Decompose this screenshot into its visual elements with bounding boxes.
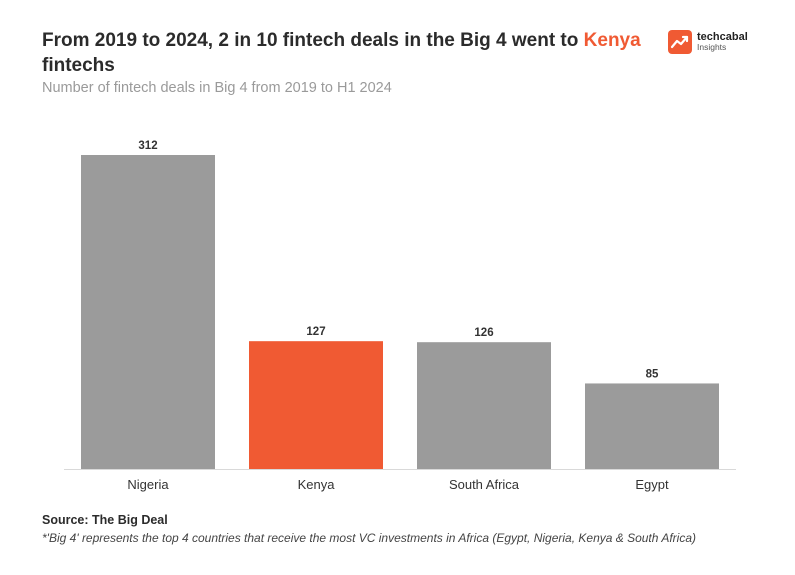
data-label-nigeria: 312 [138, 140, 157, 152]
bar-egypt [585, 383, 719, 469]
techcabal-logo: techcabal Insights [668, 30, 748, 54]
x-tick-egypt: Egypt [635, 477, 669, 492]
source-text: Source: The Big Deal [42, 513, 168, 527]
data-label-south-africa: 126 [474, 327, 493, 339]
data-label-egypt: 85 [646, 368, 659, 380]
logo-sub: Insights [697, 42, 727, 52]
chart-subtitle: Number of fintech deals in Big 4 from 20… [42, 80, 392, 96]
chart-title: From 2019 to 2024, 2 in 10 fintech deals… [42, 28, 662, 78]
x-tick-kenya: Kenya [298, 477, 336, 492]
x-tick-nigeria: Nigeria [127, 477, 169, 492]
title-suffix: fintechs [42, 55, 115, 76]
title-highlight: Kenya [583, 30, 641, 51]
title-prefix: From 2019 to 2024, 2 in 10 fintech deals… [42, 30, 584, 51]
data-label-kenya: 127 [306, 326, 325, 338]
bar-kenya [249, 341, 383, 469]
trend-arrow-icon [668, 30, 692, 54]
footnote-text: *'Big 4' represents the top 4 countries … [42, 531, 696, 545]
bar-nigeria [81, 155, 215, 469]
logo-name: techcabal [697, 31, 748, 43]
x-tick-south-africa: South Africa [449, 477, 520, 492]
bar-south-africa [417, 342, 551, 469]
